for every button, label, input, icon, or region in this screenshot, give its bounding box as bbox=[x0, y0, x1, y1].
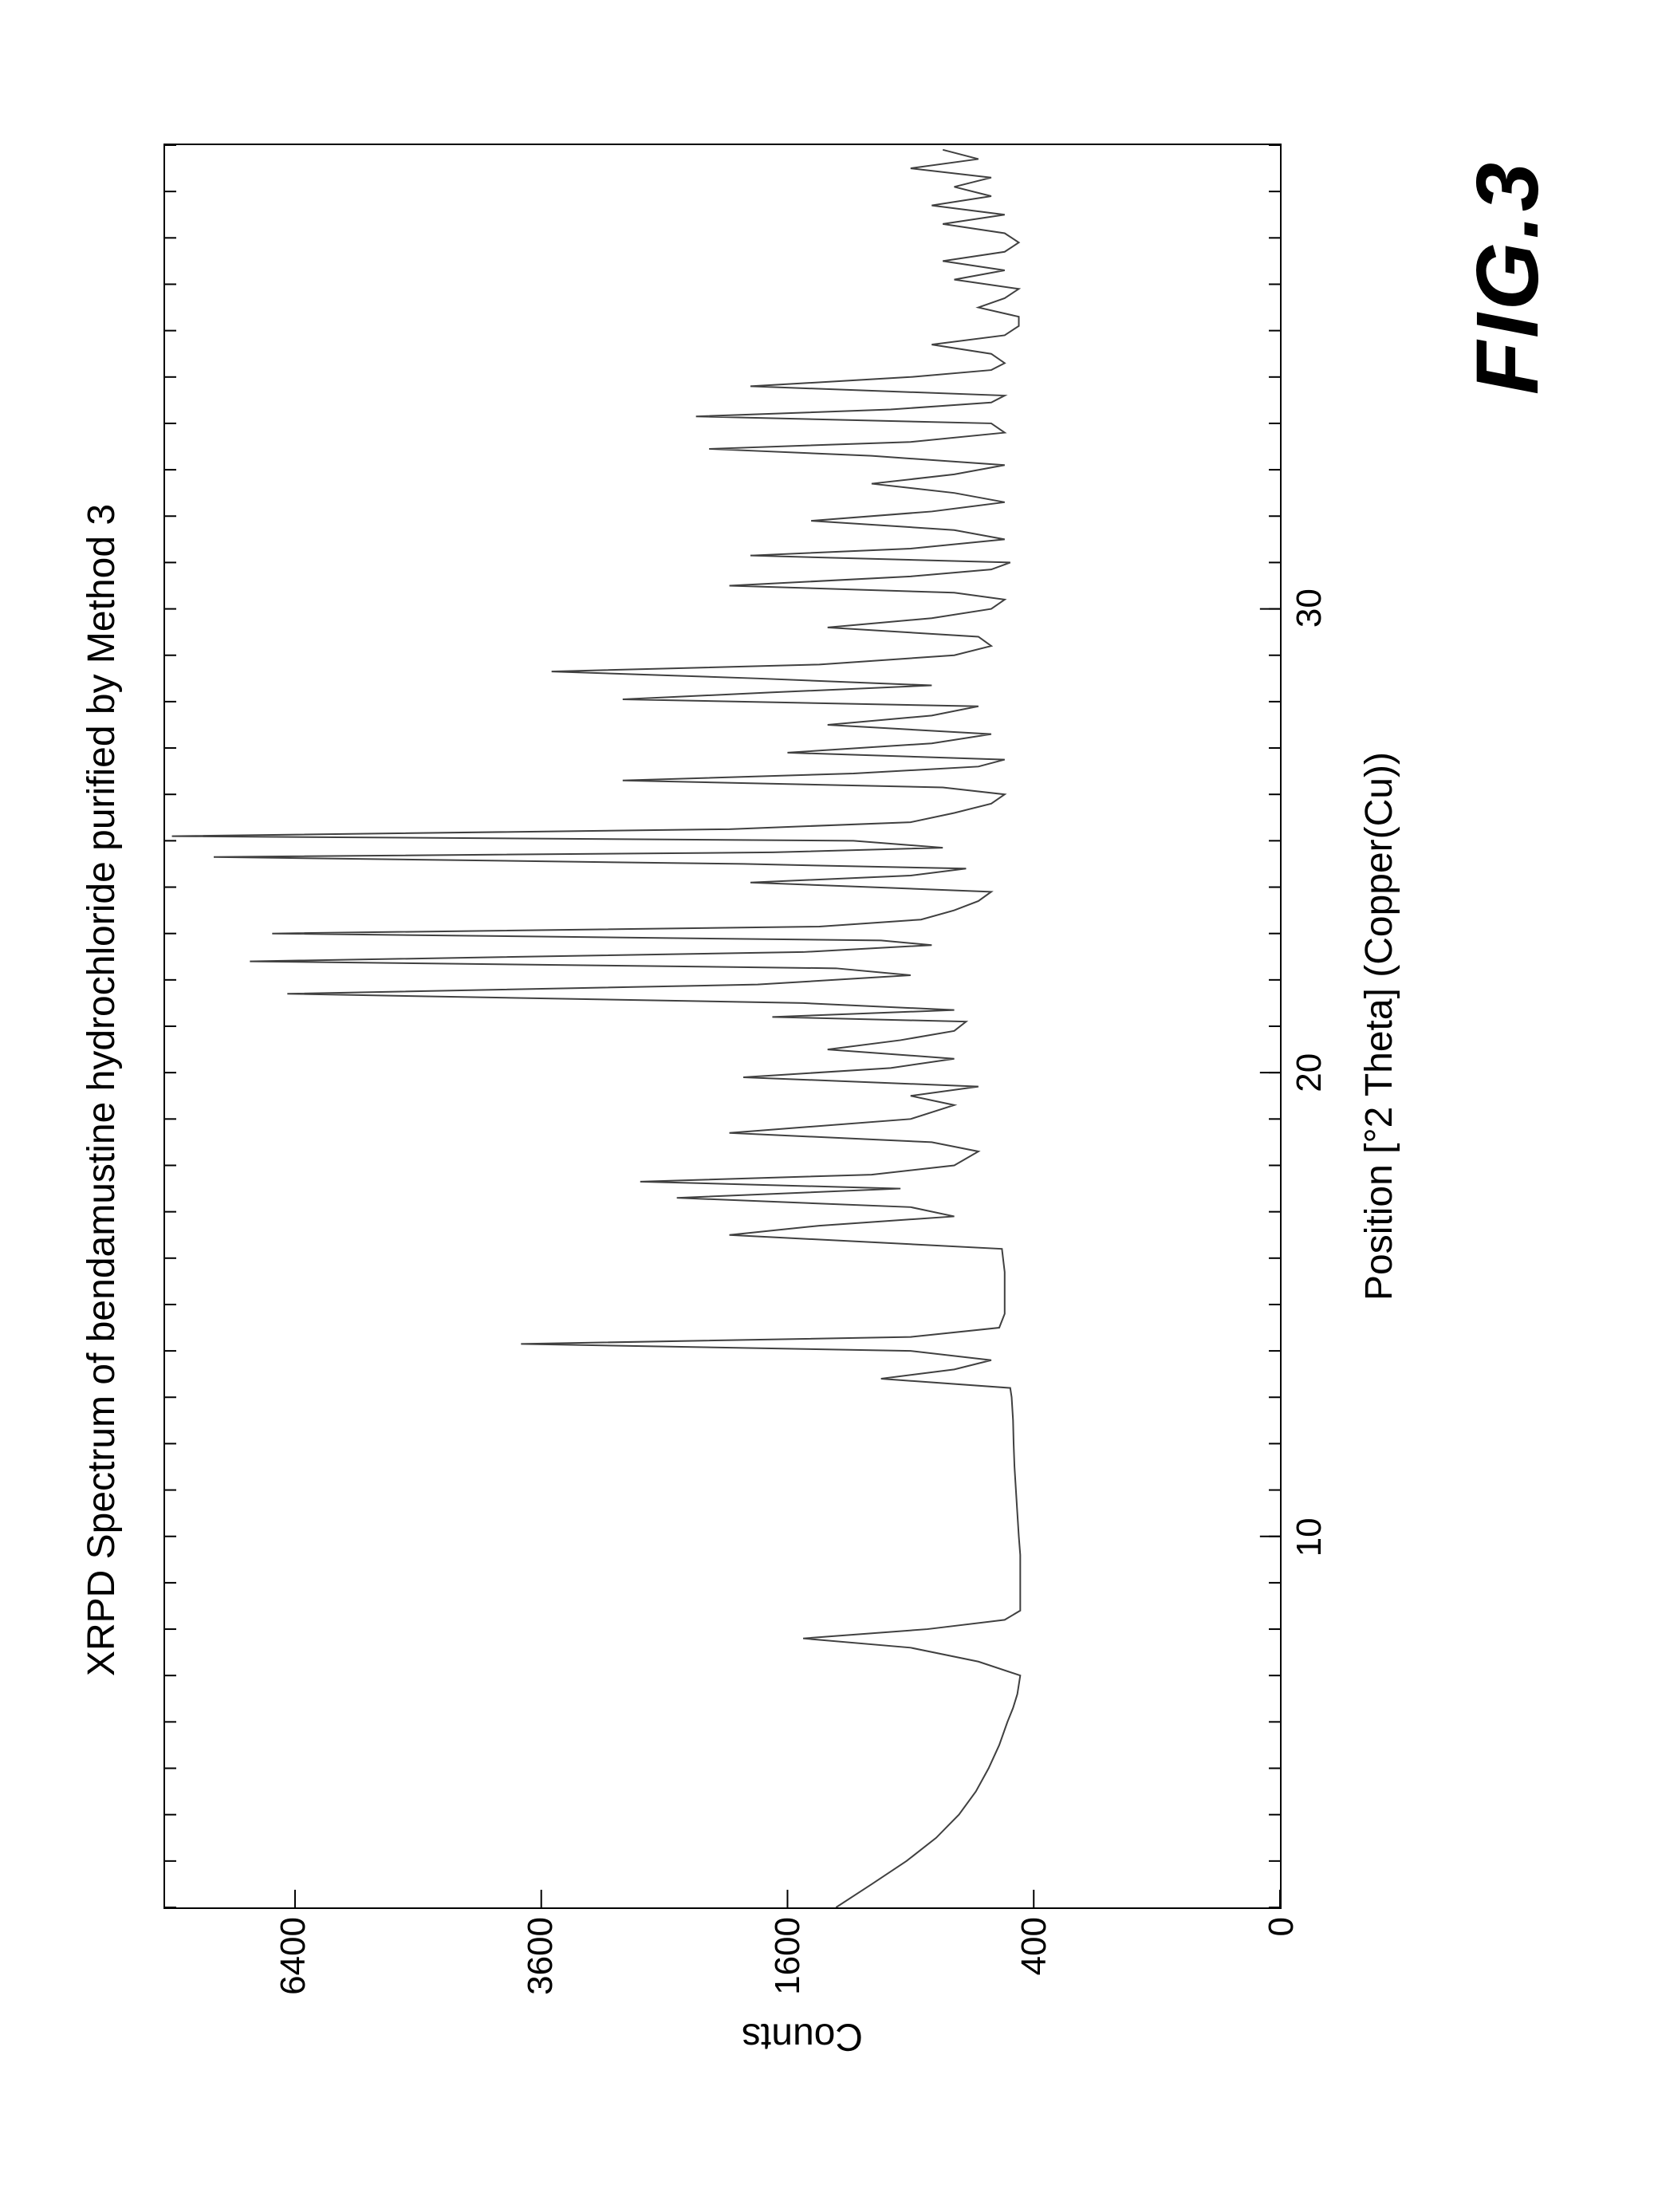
x-tick-label: 30 bbox=[1290, 588, 1329, 628]
x-tick-label: 20 bbox=[1290, 1053, 1329, 1092]
y-tick-labels: 0400160036006400 bbox=[163, 1917, 1282, 2068]
page: XRPD Spectrum of bendamustine hydrochlor… bbox=[0, 0, 1654, 2212]
plot-frame bbox=[163, 144, 1282, 1909]
y-tick-label: 1600 bbox=[768, 1917, 808, 1995]
y-tick-label: 6400 bbox=[274, 1917, 313, 1995]
y-tick-label: 400 bbox=[1014, 1917, 1054, 1975]
chart-box: Counts 0400160036006400 102030 Position … bbox=[148, 112, 1457, 2068]
x-tick-label: 10 bbox=[1290, 1517, 1329, 1557]
x-axis-title: Position [°2 Theta] (Copper(Cu)) bbox=[1357, 144, 1401, 1909]
x-tick-labels: 10 20 30 bbox=[1290, 144, 1337, 1909]
figure-caption: FIG.3 bbox=[1457, 112, 1558, 2068]
y-tick-label: 0 bbox=[1262, 1917, 1302, 1936]
xrpd-spectrum-line bbox=[165, 145, 1280, 1907]
chart-title: XRPD Spectrum of bendamustine hydrochlor… bbox=[80, 112, 124, 2068]
figure-container: XRPD Spectrum of bendamustine hydrochlor… bbox=[0, 0, 1654, 2212]
y-tick-label: 3600 bbox=[521, 1917, 561, 1995]
